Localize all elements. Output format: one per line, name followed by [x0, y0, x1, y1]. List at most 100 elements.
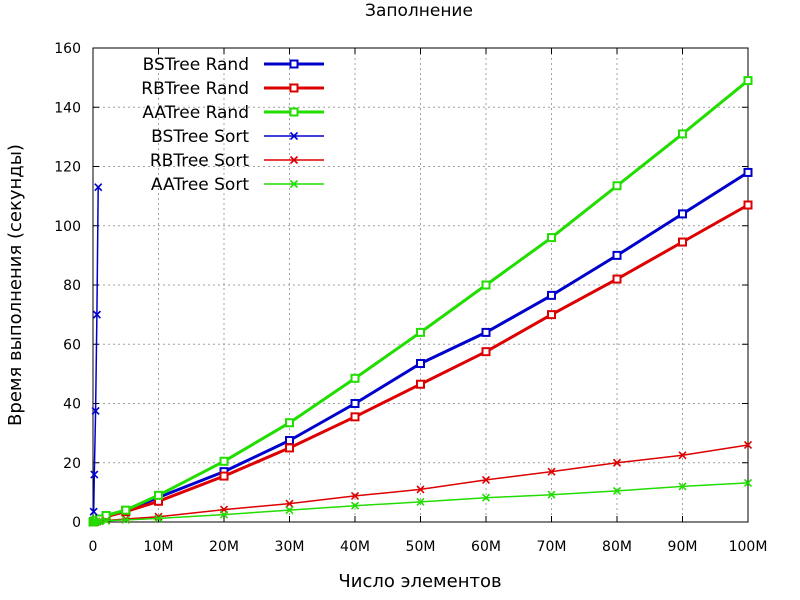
data-point-marker: [350, 399, 360, 408]
y-tick-label: 20: [63, 456, 81, 472]
data-point-marker: [219, 456, 229, 466]
y-tick-label: 140: [54, 100, 81, 116]
y-axis-title: Время выполнения (секунды): [5, 144, 26, 426]
data-point-marker: [547, 490, 556, 499]
legend-label: RBTree Rand: [141, 79, 249, 99]
data-point-marker: [289, 83, 299, 93]
data-point-marker: [416, 359, 425, 369]
legend: BSTree Rand RBTree Rand AATree Rand BSTree …: [141, 55, 324, 195]
legend-label: BSTree Sort: [151, 127, 249, 147]
x-tick-label: 20M: [209, 539, 239, 555]
legend-item: RBTree Sort: [150, 151, 324, 171]
data-point-marker: [101, 510, 111, 520]
data-point-marker: [481, 347, 491, 357]
data-point-marker: [743, 478, 753, 487]
x-tick-label: 100M: [729, 539, 768, 555]
x-tick-label: 80M: [602, 539, 632, 555]
data-point-marker: [481, 327, 491, 337]
data-point-marker: [289, 131, 299, 141]
data-point-marker: [350, 501, 360, 510]
series-bstree-sort: [89, 183, 103, 516]
data-point-marker: [91, 406, 100, 415]
legend-label: BSTree Rand: [143, 55, 249, 75]
data-point-marker: [678, 209, 687, 219]
data-point-marker: [481, 493, 491, 502]
data-point-marker: [89, 507, 98, 516]
x-axis-title: Число элементов: [338, 571, 501, 592]
grid: [93, 48, 748, 522]
data-point-marker: [612, 458, 622, 467]
data-point-marker: [678, 129, 687, 139]
data-point-marker: [90, 470, 99, 479]
chart-title: Заполнение: [365, 1, 473, 21]
y-tick-label: 0: [72, 515, 81, 531]
data-point-marker: [92, 310, 101, 319]
data-point-marker: [219, 510, 229, 519]
y-tick-label: 100: [54, 219, 81, 235]
data-point-marker: [743, 440, 753, 450]
legend-item: BSTree Sort: [151, 127, 324, 147]
data-point-marker: [350, 373, 360, 383]
data-point-marker: [92, 517, 101, 526]
data-point-marker: [678, 451, 687, 460]
legend-item: BSTree Rand: [143, 55, 324, 75]
data-point-marker: [481, 280, 491, 290]
data-point-marker: [95, 517, 104, 526]
data-point-marker: [743, 200, 753, 210]
x-tick-label: 90M: [668, 539, 698, 555]
y-tick-label: 80: [63, 278, 81, 294]
data-point-marker: [743, 76, 753, 86]
data-point-marker: [612, 181, 622, 191]
data-point-marker: [678, 482, 687, 491]
data-point-marker: [612, 486, 622, 495]
data-point-marker: [121, 505, 131, 515]
y-tick-label: 40: [63, 397, 81, 413]
x-tick-label: 30M: [275, 539, 305, 555]
x-tick-label: 0: [89, 539, 98, 555]
data-point-marker: [285, 506, 294, 515]
data-point-marker: [285, 436, 294, 446]
data-point-marker: [289, 59, 299, 69]
series-bstree-rand: [88, 167, 753, 527]
data-point-marker: [547, 290, 556, 300]
data-point-marker: [121, 515, 130, 524]
data-point-marker: [547, 310, 556, 320]
legend-item: AATree Rand: [142, 103, 324, 123]
x-tick-label: 10M: [144, 539, 174, 555]
x-tick-label: 40M: [340, 539, 370, 555]
data-point-marker: [102, 516, 111, 525]
data-point-marker: [154, 490, 163, 500]
data-point-marker: [416, 327, 425, 337]
x-tick-label: 50M: [406, 539, 436, 555]
y-tick-label: 120: [54, 160, 81, 176]
legend-label: AATree Rand: [142, 103, 249, 123]
data-point-marker: [743, 167, 753, 177]
legend-item: AATree Sort: [151, 175, 324, 195]
series-aatree-sort: [88, 478, 753, 527]
data-point-marker: [416, 379, 425, 389]
axis-ticks: 0 10M 20M 30M 40M 50M 60M 70M 80M 90M 100M 0 20 40 60 8…: [54, 41, 767, 555]
x-tick-label: 70M: [537, 539, 567, 555]
series-group: [88, 76, 753, 527]
data-point-marker: [547, 467, 556, 476]
legend-label: AATree Sort: [151, 175, 249, 195]
data-point-marker: [285, 418, 294, 428]
data-point-marker: [289, 155, 299, 165]
data-point-marker: [94, 183, 103, 192]
data-point-marker: [285, 443, 294, 453]
legend-label: RBTree Sort: [150, 151, 249, 171]
data-point-marker: [350, 491, 360, 500]
legend-item: RBTree Rand: [141, 79, 324, 99]
data-point-marker: [612, 250, 622, 260]
data-point-marker: [612, 274, 622, 284]
data-point-marker: [154, 514, 163, 523]
data-point-marker: [481, 475, 491, 484]
x-tick-label: 60M: [471, 539, 501, 555]
data-point-marker: [416, 485, 425, 494]
data-point-marker: [678, 237, 687, 247]
y-tick-label: 60: [63, 337, 81, 353]
data-point-marker: [289, 107, 299, 117]
y-tick-label: 160: [54, 41, 81, 57]
data-point-marker: [350, 412, 360, 422]
